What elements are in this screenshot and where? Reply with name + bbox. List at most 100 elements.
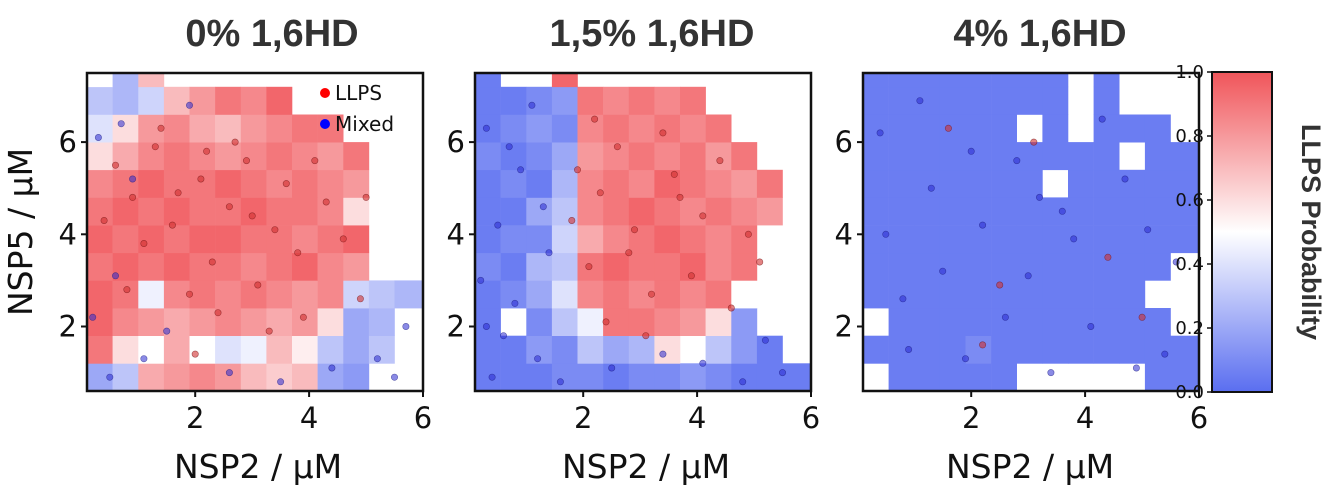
heatmap-cell bbox=[317, 197, 344, 226]
x-tick-label: 2 bbox=[574, 401, 592, 435]
colorbar-tick-label: 0.6 bbox=[1175, 190, 1204, 211]
heatmap-cell bbox=[914, 197, 941, 226]
scatter-point-llps bbox=[214, 309, 222, 317]
heatmap-cell bbox=[163, 280, 190, 309]
scatter-point-mixed bbox=[939, 267, 947, 275]
heatmap-cell bbox=[475, 335, 501, 364]
y-tick-label: 6 bbox=[835, 125, 853, 159]
heatmap-cell bbox=[551, 86, 578, 115]
heatmap-cell bbox=[991, 225, 1017, 254]
heatmap-cell bbox=[1093, 197, 1120, 226]
heatmap-cell bbox=[215, 363, 241, 392]
scatter-point-mixed bbox=[1098, 115, 1106, 123]
heatmap-cell bbox=[603, 114, 629, 143]
heatmap-cell bbox=[526, 169, 553, 198]
heatmap-cell bbox=[628, 363, 655, 392]
heatmap-cell bbox=[888, 280, 915, 309]
scatter-point-llps bbox=[100, 217, 108, 225]
heatmap-cell bbox=[603, 86, 629, 115]
heatmap-cell bbox=[888, 252, 915, 281]
scatter-point-llps bbox=[573, 166, 581, 174]
heatmap-cell bbox=[343, 280, 370, 309]
heatmap-cell bbox=[705, 252, 732, 281]
heatmap-cell bbox=[317, 225, 344, 254]
heatmap-cell bbox=[603, 280, 629, 309]
heatmap-cell bbox=[215, 169, 241, 198]
scatter-point-llps bbox=[231, 138, 239, 146]
x-tick-label: 6 bbox=[1190, 401, 1208, 435]
scatter-point-llps bbox=[112, 161, 120, 169]
heatmap-cell bbox=[939, 197, 966, 226]
heatmap-cell bbox=[603, 335, 629, 364]
heatmap-cell bbox=[1119, 335, 1146, 364]
heatmap-cell bbox=[475, 197, 501, 226]
heatmap-cell bbox=[526, 280, 553, 309]
heatmap-cell bbox=[863, 169, 889, 198]
heatmap-cell bbox=[551, 142, 578, 171]
x-tick-label: 6 bbox=[414, 401, 432, 435]
heatmap-2 bbox=[863, 73, 1200, 392]
heatmap-cell bbox=[87, 197, 113, 226]
scatter-point-llps bbox=[322, 198, 330, 206]
heatmap-cell bbox=[603, 363, 629, 392]
heatmap-cell bbox=[1093, 114, 1120, 143]
panel-title-2: 4% 1,6HD bbox=[953, 13, 1126, 55]
heatmap-cell bbox=[705, 280, 732, 309]
heatmap-cell bbox=[87, 169, 113, 198]
heatmap-cell bbox=[731, 142, 758, 171]
heatmap-cell bbox=[577, 197, 604, 226]
heatmap-cell bbox=[215, 142, 241, 171]
scatter-point-mixed bbox=[927, 184, 935, 192]
heatmap-cell bbox=[551, 308, 578, 336]
heatmap-cell bbox=[991, 308, 1017, 336]
heatmap-cell bbox=[1016, 308, 1043, 336]
heatmap-cell bbox=[368, 308, 395, 336]
legend-marker-mixed bbox=[320, 119, 330, 129]
scatter-point-llps bbox=[294, 249, 302, 257]
heatmap-cell bbox=[939, 335, 966, 364]
heatmap-cell bbox=[266, 363, 293, 392]
scatter-point-mixed bbox=[1132, 364, 1140, 372]
scatter-point-llps bbox=[1138, 313, 1146, 321]
heatmap-cell bbox=[1016, 280, 1043, 309]
scatter-1 bbox=[477, 101, 786, 386]
heatmap-cell bbox=[1042, 335, 1069, 364]
heatmap-cell bbox=[292, 142, 318, 171]
heatmap-cell bbox=[163, 86, 190, 115]
heatmap-cell bbox=[1144, 197, 1171, 226]
x-tick-label: 2 bbox=[186, 401, 204, 435]
heatmap-cell bbox=[500, 225, 527, 254]
axes-frame-0 bbox=[85, 71, 425, 393]
scatter-point-mixed bbox=[482, 124, 490, 132]
heatmap-cell bbox=[215, 252, 241, 281]
heatmap-cell bbox=[654, 197, 681, 226]
scatter-point-llps bbox=[339, 235, 347, 243]
heatmap-cell bbox=[112, 280, 139, 309]
heatmap-cell bbox=[1119, 252, 1146, 281]
heatmap-cell bbox=[863, 86, 889, 115]
colorbar-label: LLPS Probability bbox=[1296, 124, 1325, 340]
scatter-point-mixed bbox=[106, 373, 114, 381]
scatter-point-llps bbox=[203, 147, 211, 155]
scatter-point-mixed bbox=[539, 203, 547, 211]
heatmap-cell bbox=[551, 252, 578, 281]
colorbar: 0.0 0.2 0.4 0.6 0.8 1.0 LLPS Probability bbox=[1175, 62, 1325, 403]
heatmap-cell bbox=[317, 280, 344, 309]
heatmap-cell bbox=[112, 86, 139, 115]
heatmap-cell bbox=[654, 225, 681, 254]
heatmap-cell bbox=[1170, 225, 1200, 254]
scatter-point-mixed bbox=[882, 230, 890, 238]
scatter-point-mixed bbox=[129, 175, 137, 183]
heatmap-cell bbox=[1093, 280, 1120, 309]
heatmap-cell bbox=[1119, 197, 1146, 226]
heatmap-cell bbox=[965, 197, 992, 226]
heatmap-cell bbox=[138, 280, 165, 309]
heatmap-cell bbox=[863, 225, 889, 254]
heatmap-cell bbox=[317, 308, 344, 336]
heatmap-cell bbox=[1144, 169, 1171, 198]
heatmap-cell bbox=[475, 86, 501, 115]
scatter-point-llps bbox=[647, 290, 655, 298]
heatmap-cell bbox=[163, 114, 190, 143]
heatmap-cell bbox=[240, 169, 267, 198]
scatter-point-llps bbox=[591, 115, 599, 123]
